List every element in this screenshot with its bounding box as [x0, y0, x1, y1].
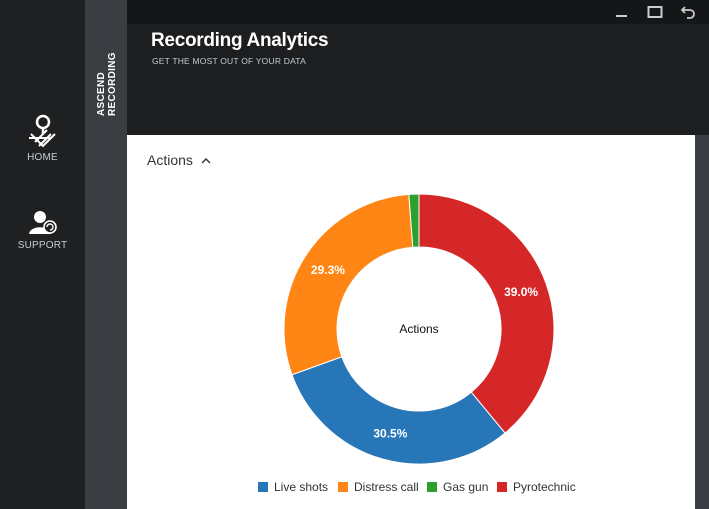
- donut-slice-live-shots[interactable]: [291, 356, 506, 465]
- legend-item-pyrotechnic[interactable]: Pyrotechnic: [497, 480, 576, 494]
- actions-section-toggle[interactable]: Actions: [147, 152, 211, 168]
- scrollbar-gutter[interactable]: [695, 135, 709, 509]
- support-user-icon: [28, 211, 57, 234]
- slice-value-label: 39.0%: [504, 285, 538, 299]
- legend-swatch: [258, 482, 268, 492]
- sidebar-item-support[interactable]: SUPPORT: [0, 210, 85, 251]
- sidebar-item-label: SUPPORT: [17, 240, 68, 251]
- sidebar-nav: HOME SUPPORT: [0, 0, 85, 509]
- donut-slice-distress-call[interactable]: [283, 193, 414, 376]
- legend-item-live-shots[interactable]: Live shots: [258, 480, 328, 494]
- legend-swatch: [338, 482, 348, 492]
- donut-slice-gas-gun[interactable]: [408, 193, 420, 248]
- sidebar-item-label: HOME: [27, 152, 58, 163]
- section-title: Actions: [147, 152, 193, 168]
- sidebar-item-home[interactable]: HOME: [0, 112, 85, 163]
- page-title: Recording Analytics: [151, 30, 329, 51]
- page-subtitle: GET THE MOST OUT OF YOUR DATA: [152, 56, 306, 66]
- brand-strip: [85, 0, 127, 509]
- chart-center-label: Actions: [399, 322, 438, 336]
- maximize-icon[interactable]: [647, 4, 663, 20]
- legend-label: Pyrotechnic: [513, 480, 576, 494]
- minimize-icon[interactable]: [615, 4, 629, 20]
- legend-label: Distress call: [354, 480, 419, 494]
- legend-label: Gas gun: [443, 480, 489, 494]
- slice-value-label: 30.5%: [373, 427, 407, 441]
- legend-item-gas-gun[interactable]: Gas gun: [427, 480, 488, 494]
- window-controls: [127, 0, 709, 24]
- legend-item-distress-call[interactable]: Distress call: [338, 480, 419, 494]
- legend-label: Live shots: [274, 480, 329, 494]
- chevron-up-icon: [201, 158, 211, 164]
- legend-swatch: [497, 482, 507, 492]
- donut-slice-pyrotechnic[interactable]: [418, 193, 555, 434]
- back-icon[interactable]: [681, 4, 697, 20]
- legend-swatch: [427, 482, 437, 492]
- slice-value-label: 29.3%: [311, 263, 345, 277]
- home-map-icon: [28, 114, 56, 148]
